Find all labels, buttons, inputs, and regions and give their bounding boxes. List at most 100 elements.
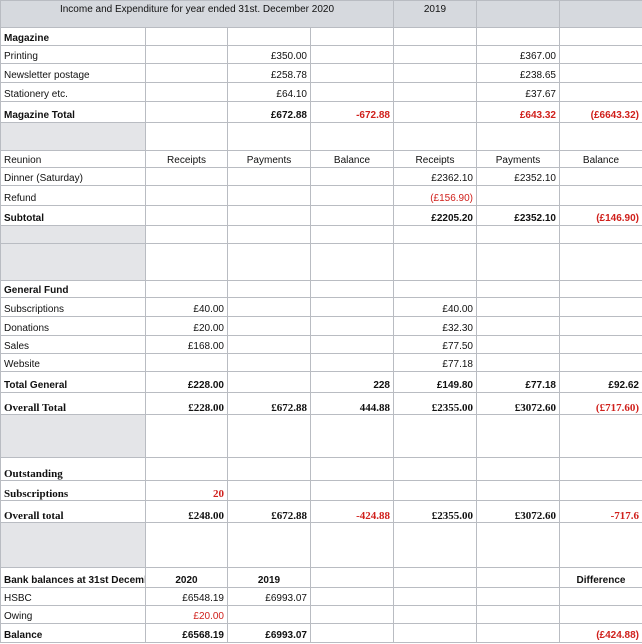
table-row: Reunion Receipts Payments Balance Receipts Pa… bbox=[0, 150, 642, 168]
table-cell bbox=[310, 225, 394, 244]
table-row: Owing £20.00 bbox=[0, 605, 642, 624]
table-cell bbox=[393, 122, 477, 151]
table-cell: 2019 bbox=[227, 567, 311, 588]
table-row: HSBC £6548.19 £6993.07 bbox=[0, 587, 642, 606]
table-cell bbox=[310, 353, 394, 372]
table-cell bbox=[476, 414, 560, 458]
table-row bbox=[0, 225, 642, 244]
table-cell bbox=[145, 167, 228, 186]
table-cell bbox=[559, 316, 642, 336]
table-cell bbox=[559, 27, 642, 46]
table-cell bbox=[476, 335, 560, 354]
table-cell bbox=[393, 623, 477, 643]
table-cell bbox=[559, 243, 642, 281]
row-label: Balance bbox=[0, 623, 146, 643]
table-cell bbox=[145, 205, 228, 226]
table-cell bbox=[393, 45, 477, 64]
table-cell: £2355.00 bbox=[393, 392, 477, 415]
table-cell bbox=[393, 480, 477, 501]
table-cell: £2355.00 bbox=[393, 500, 477, 523]
table-cell: Payments bbox=[476, 150, 560, 168]
row-label: Subtotal bbox=[0, 205, 146, 226]
table-cell bbox=[310, 605, 394, 624]
table-cell: £20.00 bbox=[145, 316, 228, 336]
table-cell: £149.80 bbox=[393, 371, 477, 393]
table-cell bbox=[559, 167, 642, 186]
table-cell: £40.00 bbox=[145, 297, 228, 317]
table-cell: £92.62 bbox=[559, 371, 642, 393]
table-cell bbox=[559, 480, 642, 501]
table-cell bbox=[476, 225, 560, 244]
table-row: Newsletter postage £258.78 £238.65 bbox=[0, 63, 642, 83]
table-row: Magazine Total £672.88 -672.88 £643.32 (£664… bbox=[0, 101, 642, 123]
table-cell: £6993.07 bbox=[227, 623, 311, 643]
table-cell: £350.00 bbox=[227, 45, 311, 64]
table-cell: 2020 bbox=[145, 567, 228, 588]
table-cell: £77.50 bbox=[393, 335, 477, 354]
row-label: Sales bbox=[0, 335, 146, 354]
table-cell bbox=[476, 522, 560, 568]
table-cell bbox=[145, 522, 228, 568]
row-label: Printing bbox=[0, 45, 146, 64]
table-row: Refund (£156.90) bbox=[0, 185, 642, 206]
table-cell: £37.67 bbox=[476, 82, 560, 102]
table-cell: £77.18 bbox=[393, 353, 477, 372]
table-row: Subscriptions 20 bbox=[0, 480, 642, 501]
row-label: Magazine bbox=[0, 27, 146, 46]
table-cell bbox=[559, 297, 642, 317]
row-label: Donations bbox=[0, 316, 146, 336]
row-label bbox=[0, 522, 146, 568]
table-cell bbox=[310, 280, 394, 298]
table-row: Website £77.18 bbox=[0, 353, 642, 372]
table-cell bbox=[145, 27, 228, 46]
table-cell bbox=[227, 243, 311, 281]
table-cell bbox=[310, 122, 394, 151]
table-cell bbox=[393, 567, 477, 588]
table-row: Stationery etc. £64.10 £37.67 bbox=[0, 82, 642, 102]
table-cell bbox=[559, 225, 642, 244]
table-cell: -424.88 bbox=[310, 500, 394, 523]
table-cell bbox=[393, 82, 477, 102]
row-label: Overall Total bbox=[0, 392, 146, 415]
table-cell bbox=[227, 414, 311, 458]
row-label: Stationery etc. bbox=[0, 82, 146, 102]
table-cell bbox=[476, 480, 560, 501]
table-cell bbox=[476, 27, 560, 46]
table-cell bbox=[559, 45, 642, 64]
table-cell: £2352.10 bbox=[476, 205, 560, 226]
table-cell bbox=[476, 243, 560, 281]
table-cell: £168.00 bbox=[145, 335, 228, 354]
table-cell bbox=[393, 280, 477, 298]
table-cell: £643.32 bbox=[476, 101, 560, 123]
row-label: HSBC bbox=[0, 587, 146, 606]
table-cell bbox=[393, 243, 477, 281]
table-cell bbox=[310, 297, 394, 317]
row-label bbox=[0, 225, 146, 244]
table-cell: 20 bbox=[145, 480, 228, 501]
row-label: Outstanding bbox=[0, 457, 146, 481]
table-cell: £77.18 bbox=[476, 371, 560, 393]
table-cell bbox=[145, 225, 228, 244]
table-cell: £248.00 bbox=[145, 500, 228, 523]
table-cell: £672.88 bbox=[227, 101, 311, 123]
table-cell bbox=[227, 335, 311, 354]
table-cell bbox=[310, 335, 394, 354]
table-cell bbox=[310, 205, 394, 226]
table-cell: £367.00 bbox=[476, 45, 560, 64]
table-cell bbox=[559, 335, 642, 354]
table-cell bbox=[476, 623, 560, 643]
table-cell: Receipts bbox=[393, 150, 477, 168]
row-label: Newsletter postage bbox=[0, 63, 146, 83]
table-cell bbox=[559, 587, 642, 606]
table-row: Total General £228.00 228 £149.80 £77.18 £92.… bbox=[0, 371, 642, 393]
table-cell bbox=[145, 414, 228, 458]
table-cell bbox=[310, 316, 394, 336]
table-cell: £32.30 bbox=[393, 316, 477, 336]
table-cell: Receipts bbox=[145, 150, 228, 168]
table-cell bbox=[227, 353, 311, 372]
sheet-title: Income and Expenditure for year ended 31… bbox=[0, 0, 394, 28]
table-cell bbox=[476, 280, 560, 298]
table-cell: £64.10 bbox=[227, 82, 311, 102]
row-label: Subscriptions bbox=[0, 480, 146, 501]
table-cell bbox=[476, 297, 560, 317]
